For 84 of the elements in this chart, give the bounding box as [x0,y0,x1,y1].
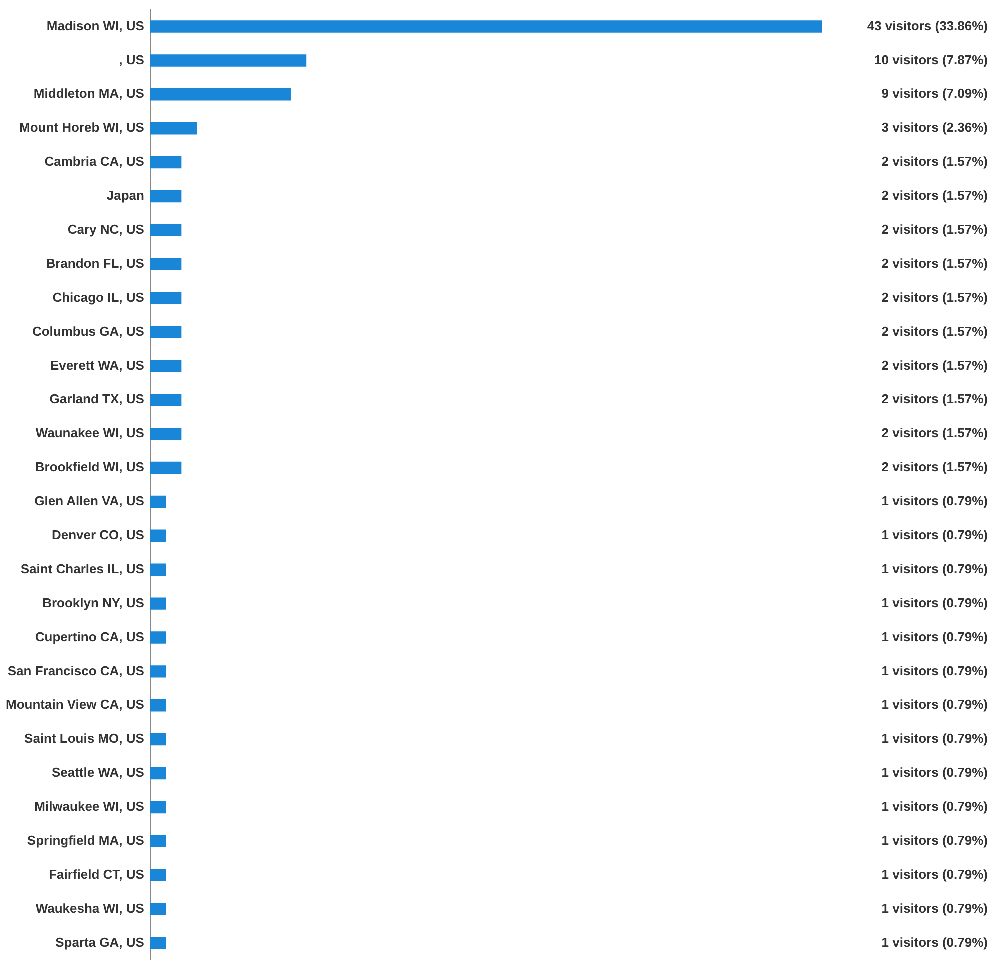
y-tick-label: Chicago IL, US [52,290,145,305]
y-tick-label: Middleton MA, US [34,86,145,102]
data-label: 2 visitors (1.57%) [882,392,988,407]
bar [150,326,182,338]
data-label: 1 visitors (0.79%) [882,629,988,644]
y-tick-label: Brandon FL, US [46,256,145,271]
y-tick-label: Japan [106,188,144,204]
bar [150,733,166,746]
y-tick-label: Brookfield WI, US [35,460,145,475]
bar [150,903,166,916]
bar [150,767,166,780]
bar [150,360,182,372]
y-tick-label: Saint Charles IL, US [20,561,145,576]
bar [150,835,166,848]
bar [150,122,198,135]
bar [150,564,166,576]
bar [150,530,166,542]
bar [150,394,182,406]
bar [150,428,182,440]
y-tick-label: Glen Allen VA, US [34,494,145,509]
bar [150,598,166,610]
data-label: 1 visitors (0.79%) [882,561,988,576]
data-label: 2 visitors (1.57%) [882,256,988,271]
bar [150,462,182,474]
data-label: 1 visitors (0.79%) [882,527,988,542]
y-tick-label: Garland TX, US [50,392,145,407]
data-label: 2 visitors (1.57%) [882,154,988,170]
y-tick-label: Cary NC, US [68,222,145,238]
data-label: 2 visitors (1.57%) [882,188,988,204]
data-label: 1 visitors (0.79%) [882,494,988,509]
bar [150,54,307,67]
data-label: 1 visitors (0.79%) [882,697,988,712]
y-tick-label: Waunakee WI, US [36,426,145,441]
bar [150,88,291,101]
data-label: 2 visitors (1.57%) [882,324,988,339]
bar [150,292,182,304]
data-label: 3 visitors (2.36%) [882,120,988,136]
data-label: 2 visitors (1.57%) [882,358,988,373]
data-label: 1 visitors (0.79%) [882,799,988,814]
data-label: 1 visitors (0.79%) [882,765,988,780]
data-label: 1 visitors (0.79%) [882,731,988,746]
bar [150,190,182,203]
y-tick-label: Springfield MA, US [27,832,145,848]
y-tick-label: Sparta GA, US [56,934,145,950]
data-label: 9 visitors (7.09%) [882,86,988,102]
data-label: 1 visitors (0.79%) [882,866,988,882]
y-tick-label: San Francisco CA, US [8,663,145,678]
data-label: 2 visitors (1.57%) [882,290,988,305]
y-tick-label: , US [119,52,145,68]
y-tick-label: Mount Horeb WI, US [20,120,145,136]
bar [150,496,166,508]
y-tick-label: Everett WA, US [50,358,145,373]
y-tick-label: Fairfield CT, US [49,866,145,882]
data-label: 10 visitors (7.87%) [874,52,988,68]
y-tick-label: Denver CO, US [52,527,145,542]
y-tick-label: Mountain View CA, US [6,697,145,712]
bar [150,224,182,237]
data-label: 2 visitors (1.57%) [882,460,988,475]
y-tick-label: Cambria CA, US [44,154,145,170]
y-tick-label: Madison WI, US [46,18,145,34]
data-label: 1 visitors (0.79%) [882,934,988,950]
bar [150,869,166,882]
y-tick-label: Columbus GA, US [32,324,145,339]
y-tick-label: Saint Louis MO, US [24,731,145,746]
data-label: 2 visitors (1.57%) [882,426,988,441]
bar [150,937,166,950]
bar [150,666,166,678]
data-label: 2 visitors (1.57%) [882,222,988,238]
bar [150,632,166,644]
y-tick-label: Brooklyn NY, US [42,595,145,610]
data-label: 1 visitors (0.79%) [882,595,988,610]
bar [150,700,166,712]
bar [150,258,182,270]
data-label: 1 visitors (0.79%) [882,900,988,916]
data-label: 43 visitors (33.86%) [867,18,988,34]
y-tick-label: Cupertino CA, US [35,629,145,644]
bar [150,801,166,814]
bar [150,20,822,33]
y-tick-label: Seattle WA, US [52,765,145,780]
data-label: 1 visitors (0.79%) [882,832,988,848]
data-label: 1 visitors (0.79%) [882,663,988,678]
y-tick-label: Milwaukee WI, US [34,799,145,814]
bar [150,156,182,169]
y-tick-label: Waukesha WI, US [36,900,145,916]
